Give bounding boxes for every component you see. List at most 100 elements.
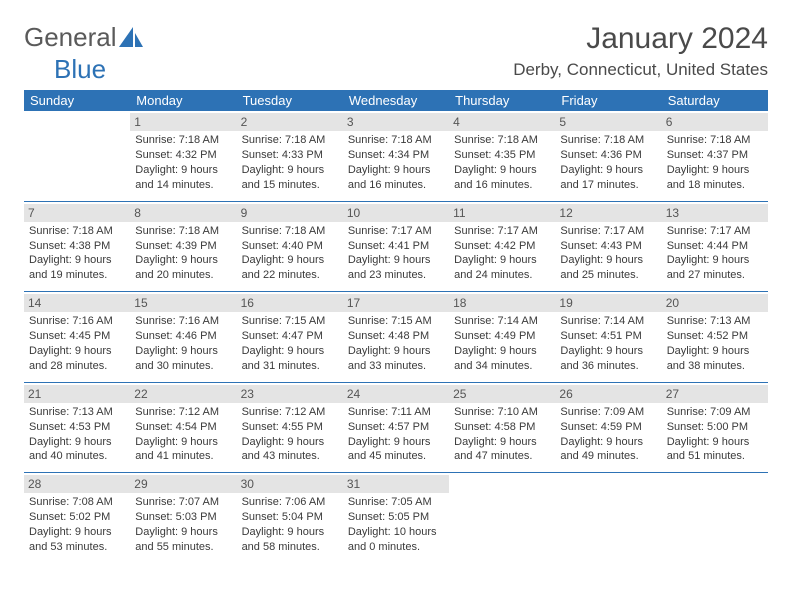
day-number: 24 [343, 385, 449, 403]
calendar-cell: 29Sunrise: 7:07 AMSunset: 5:03 PMDayligh… [130, 473, 236, 563]
calendar-cell: 10Sunrise: 7:17 AMSunset: 4:41 PMDayligh… [343, 201, 449, 292]
day-details: Sunrise: 7:05 AMSunset: 5:05 PMDaylight:… [347, 495, 445, 554]
day-details: Sunrise: 7:12 AMSunset: 4:55 PMDaylight:… [241, 405, 339, 464]
table-row: 21Sunrise: 7:13 AMSunset: 4:53 PMDayligh… [24, 382, 768, 473]
calendar-cell: 27 Sunrise: 7:09 AMSunset: 5:00 PMDayligh… [662, 382, 768, 473]
calendar-cell [449, 473, 555, 563]
day-number: 9 [237, 204, 343, 222]
calendar-cell: 21Sunrise: 7:13 AMSunset: 4:53 PMDayligh… [24, 382, 130, 473]
day-details: Sunrise: 7:17 AMSunset: 4:41 PMDaylight:… [347, 224, 445, 283]
calendar-cell: 20 Sunrise: 7:13 AMSunset: 4:52 PMDayligh… [662, 292, 768, 383]
day-number: 17 [343, 294, 449, 312]
day-header: Monday [130, 90, 236, 111]
day-number: 6 [662, 113, 768, 131]
day-number: 8 [130, 204, 236, 222]
table-row: 14Sunrise: 7:16 AMSunset: 4:45 PMDayligh… [24, 292, 768, 383]
day-details: Sunrise: 7:06 AMSunset: 5:04 PMDaylight:… [241, 495, 339, 554]
table-row: 28 Sunrise: 7:08 AMSunset: 5:02 PMDayligh… [24, 473, 768, 563]
day-number: 11 [449, 204, 555, 222]
day-number: 20 [662, 294, 768, 312]
logo-sail-icon [119, 27, 145, 49]
calendar-cell [555, 473, 661, 563]
day-number: 22 [130, 385, 236, 403]
calendar-cell: 22 Sunrise: 7:12 AMSunset: 4:54 PMDayligh… [130, 382, 236, 473]
day-number: 1 [130, 113, 236, 131]
calendar-cell: 3 Sunrise: 7:18 AMSunset: 4:34 PMDaylight… [343, 111, 449, 201]
day-number: 15 [130, 294, 236, 312]
day-details: Sunrise: 7:13 AMSunset: 4:53 PMDaylight:… [28, 405, 126, 464]
calendar-cell: 28 Sunrise: 7:08 AMSunset: 5:02 PMDayligh… [24, 473, 130, 563]
day-details: Sunrise: 7:16 AMSunset: 4:46 PMDaylight:… [134, 314, 232, 373]
calendar-cell: 24 Sunrise: 7:11 AMSunset: 4:57 PMDayligh… [343, 382, 449, 473]
calendar-cell [662, 473, 768, 563]
calendar-cell: 17 Sunrise: 7:15 AMSunset: 4:48 PMDayligh… [343, 292, 449, 383]
day-header: Wednesday [343, 90, 449, 111]
day-number: 18 [449, 294, 555, 312]
calendar-cell: 26Sunrise: 7:09 AMSunset: 4:59 PMDayligh… [555, 382, 661, 473]
location: Derby, Connecticut, United States [513, 60, 768, 80]
calendar-cell: 31 Sunrise: 7:05 AMSunset: 5:05 PMDayligh… [343, 473, 449, 563]
table-row: 1 Sunrise: 7:18 AMSunset: 4:32 PMDaylight… [24, 111, 768, 201]
day-header: Sunday [24, 90, 130, 111]
calendar-cell: 14Sunrise: 7:16 AMSunset: 4:45 PMDayligh… [24, 292, 130, 383]
calendar-cell: 2 Sunrise: 7:18 AMSunset: 4:33 PMDaylight… [237, 111, 343, 201]
calendar-cell: 16 Sunrise: 7:15 AMSunset: 4:47 PMDayligh… [237, 292, 343, 383]
day-details: Sunrise: 7:18 AMSunset: 4:40 PMDaylight:… [241, 224, 339, 283]
day-details: Sunrise: 7:14 AMSunset: 4:49 PMDaylight:… [453, 314, 551, 373]
logo-text-2: Blue [54, 54, 106, 90]
day-details: Sunrise: 7:18 AMSunset: 4:38 PMDaylight:… [28, 224, 126, 283]
day-details: Sunrise: 7:11 AMSunset: 4:57 PMDaylight:… [347, 405, 445, 464]
day-details: Sunrise: 7:14 AMSunset: 4:51 PMDaylight:… [559, 314, 657, 373]
day-number: 2 [237, 113, 343, 131]
day-number: 16 [237, 294, 343, 312]
calendar-cell: 5Sunrise: 7:18 AMSunset: 4:36 PMDaylight… [555, 111, 661, 201]
calendar-cell: 7 Sunrise: 7:18 AMSunset: 4:38 PMDaylight… [24, 201, 130, 292]
logo-text-1: General [24, 22, 117, 53]
table-row: 7 Sunrise: 7:18 AMSunset: 4:38 PMDaylight… [24, 201, 768, 292]
day-details: Sunrise: 7:17 AMSunset: 4:42 PMDaylight:… [453, 224, 551, 283]
day-details: Sunrise: 7:18 AMSunset: 4:34 PMDaylight:… [347, 133, 445, 192]
day-details: Sunrise: 7:18 AMSunset: 4:39 PMDaylight:… [134, 224, 232, 283]
day-number: 26 [555, 385, 661, 403]
calendar-cell: 15 Sunrise: 7:16 AMSunset: 4:46 PMDayligh… [130, 292, 236, 383]
day-number: 23 [237, 385, 343, 403]
day-details: Sunrise: 7:15 AMSunset: 4:47 PMDaylight:… [241, 314, 339, 373]
calendar-cell: 19 Sunrise: 7:14 AMSunset: 4:51 PMDayligh… [555, 292, 661, 383]
day-number: 4 [449, 113, 555, 131]
day-number: 29 [130, 475, 236, 493]
day-details: Sunrise: 7:18 AMSunset: 4:35 PMDaylight:… [453, 133, 551, 192]
day-details: Sunrise: 7:15 AMSunset: 4:48 PMDaylight:… [347, 314, 445, 373]
calendar-cell: 6 Sunrise: 7:18 AMSunset: 4:37 PMDaylight… [662, 111, 768, 201]
day-number: 13 [662, 204, 768, 222]
day-number: 14 [24, 294, 130, 312]
calendar-cell: 1 Sunrise: 7:18 AMSunset: 4:32 PMDaylight… [130, 111, 236, 201]
logo: General [24, 22, 145, 53]
day-details: Sunrise: 7:18 AMSunset: 4:37 PMDaylight:… [666, 133, 764, 192]
day-number: 31 [343, 475, 449, 493]
day-details: Sunrise: 7:17 AMSunset: 4:44 PMDaylight:… [666, 224, 764, 283]
day-number: 12 [555, 204, 661, 222]
day-details: Sunrise: 7:12 AMSunset: 4:54 PMDaylight:… [134, 405, 232, 464]
calendar-cell: 8 Sunrise: 7:18 AMSunset: 4:39 PMDaylight… [130, 201, 236, 292]
calendar-cell: 25Sunrise: 7:10 AMSunset: 4:58 PMDayligh… [449, 382, 555, 473]
day-header: Friday [555, 90, 661, 111]
day-number: 25 [449, 385, 555, 403]
day-details: Sunrise: 7:18 AMSunset: 4:33 PMDaylight:… [241, 133, 339, 192]
calendar-table: SundayMondayTuesdayWednesdayThursdayFrid… [24, 90, 768, 563]
day-details: Sunrise: 7:08 AMSunset: 5:02 PMDaylight:… [28, 495, 126, 554]
day-number: 7 [24, 204, 130, 222]
calendar-cell: 11 Sunrise: 7:17 AMSunset: 4:42 PMDayligh… [449, 201, 555, 292]
month-title: January 2024 [586, 22, 768, 56]
day-number: 28 [24, 475, 130, 493]
day-number: 27 [662, 385, 768, 403]
calendar-cell: 30 Sunrise: 7:06 AMSunset: 5:04 PMDayligh… [237, 473, 343, 563]
day-details: Sunrise: 7:17 AMSunset: 4:43 PMDaylight:… [559, 224, 657, 283]
calendar-cell [24, 111, 130, 201]
day-details: Sunrise: 7:18 AMSunset: 4:32 PMDaylight:… [134, 133, 232, 192]
calendar-cell: 23 Sunrise: 7:12 AMSunset: 4:55 PMDayligh… [237, 382, 343, 473]
day-number: 30 [237, 475, 343, 493]
day-details: Sunrise: 7:09 AMSunset: 5:00 PMDaylight:… [666, 405, 764, 464]
day-number: 19 [555, 294, 661, 312]
day-number: 3 [343, 113, 449, 131]
day-details: Sunrise: 7:13 AMSunset: 4:52 PMDaylight:… [666, 314, 764, 373]
